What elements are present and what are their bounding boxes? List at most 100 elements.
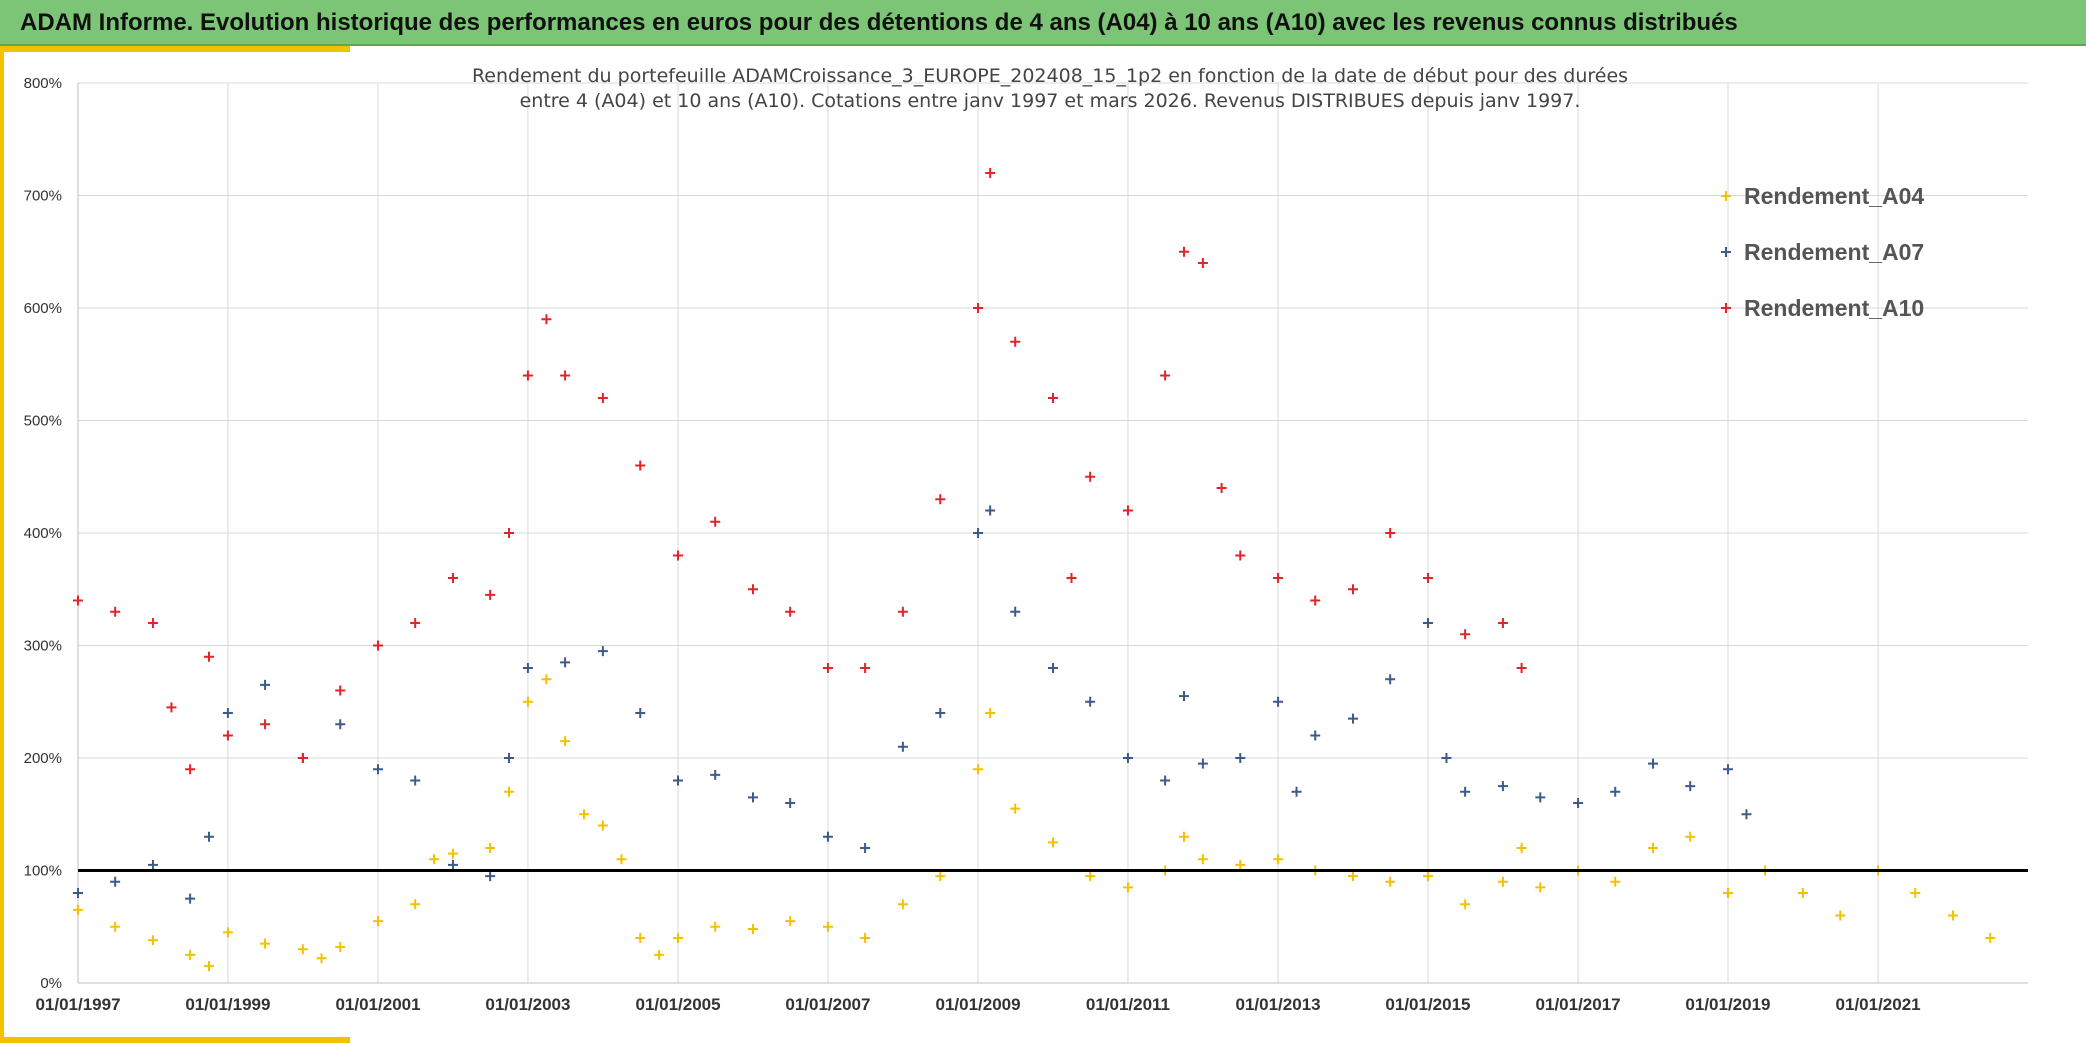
data-point-rendement_a04 (485, 843, 496, 853)
y-tick-label: 800% (24, 75, 62, 92)
data-point-rendement_a07 (73, 888, 83, 898)
x-tick-label: 01/01/2017 (1536, 995, 1621, 1014)
data-point-rendement_a07 (504, 753, 515, 763)
data-point-rendement_a07 (410, 775, 421, 786)
data-point-rendement_a04 (616, 854, 627, 865)
data-point-rendement_a04 (785, 916, 796, 927)
data-point-rendement_a04 (373, 916, 384, 927)
y-tick-label: 600% (24, 300, 62, 317)
data-point-rendement_a10 (73, 595, 83, 606)
data-point-rendement_a04 (1385, 876, 1396, 887)
data-point-rendement_a07 (597, 646, 608, 657)
x-tick-label: 01/01/2013 (1236, 995, 1321, 1014)
data-point-rendement_a04 (110, 921, 121, 932)
data-point-rendement_a10 (1197, 258, 1208, 268)
data-point-rendement_a07 (1741, 809, 1752, 820)
data-point-rendement_a07 (1385, 674, 1396, 685)
data-point-rendement_a10 (1066, 573, 1077, 583)
data-point-rendement_a07 (335, 719, 346, 730)
data-point-rendement_a04 (260, 938, 271, 949)
data-point-rendement_a07 (1197, 758, 1208, 769)
data-point-rendement_a04 (204, 961, 215, 972)
data-point-rendement_a10 (185, 764, 196, 775)
data-point-rendement_a04 (1722, 888, 1733, 898)
data-point-rendement_a04 (1610, 876, 1621, 887)
data-point-rendement_a10 (897, 606, 908, 617)
data-point-rendement_a04 (1535, 882, 1546, 893)
data-point-rendement_a07 (204, 831, 215, 842)
data-point-rendement_a07 (222, 708, 233, 718)
data-point-rendement_a07 (1422, 618, 1433, 628)
data-point-rendement_a04 (1010, 803, 1021, 814)
data-point-rendement_a10 (1235, 550, 1246, 561)
data-point-rendement_a04 (973, 764, 984, 775)
axis-ticks: 0% 100% 200% 300% 400% 500% 600% 700% 800% 01/01/… (24, 75, 1921, 1014)
data-point-rendement_a04 (597, 820, 608, 831)
x-tick-label: 01/01/2007 (785, 995, 870, 1014)
x-tick-label: 01/01/2001 (335, 995, 420, 1014)
data-point-rendement_a07 (1179, 691, 1190, 702)
data-point-rendement_a10 (1385, 528, 1396, 538)
data-point-rendement_a07 (110, 876, 121, 887)
data-point-rendement_a10 (1422, 573, 1433, 583)
data-point-rendement_a07 (1160, 775, 1171, 786)
data-point-rendement_a04 (1422, 871, 1433, 882)
data-point-rendement_a07 (985, 505, 996, 516)
data-point-rendement_a07 (1048, 663, 1058, 673)
data-point-rendement_a10 (822, 663, 833, 673)
x-tick-label: 01/01/2019 (1685, 995, 1770, 1014)
data-point-rendement_a04 (316, 953, 327, 964)
data-point-rendement_a10 (485, 589, 496, 600)
data-point-rendement_a07 (1535, 792, 1546, 803)
data-point-rendement_a07 (1273, 696, 1284, 707)
y-tick-label: 700% (24, 188, 62, 205)
data-point-rendement_a04 (1348, 871, 1359, 882)
data-point-rendement_a10 (1048, 393, 1058, 403)
data-point-rendement_a07 (147, 859, 158, 870)
data-point-rendement_a04 (1516, 843, 1527, 853)
data-point-rendement_a10 (635, 460, 646, 471)
data-point-rendement_a10 (147, 618, 158, 628)
data-point-rendement_a04 (1235, 859, 1246, 870)
data-point-rendement_a10 (110, 606, 121, 617)
data-point-rendement_a10 (504, 528, 515, 538)
data-point-rendement_a10 (522, 370, 533, 381)
data-point-rendement_a10 (297, 753, 308, 763)
data-point-rendement_a04 (335, 942, 346, 952)
x-tick-label: 01/01/2009 (936, 995, 1021, 1014)
data-point-rendement_a04 (1648, 843, 1659, 853)
data-point-rendement_a07 (897, 741, 908, 752)
data-point-rendement_a07 (1348, 713, 1359, 724)
data-point-rendement_a04 (673, 933, 684, 943)
y-tick-label: 400% (24, 525, 62, 542)
data-point-rendement_a04 (635, 933, 646, 943)
data-point-rendement_a07 (785, 798, 796, 808)
data-point-rendement_a10 (673, 550, 684, 561)
data-points (73, 168, 1996, 972)
data-point-rendement_a10 (1122, 505, 1133, 516)
data-point-rendement_a04 (1048, 837, 1058, 848)
data-point-rendement_a10 (1310, 595, 1321, 606)
data-point-rendement_a04 (1797, 888, 1808, 898)
data-point-rendement_a10 (985, 168, 996, 178)
x-tick-label: 01/01/2021 (1836, 995, 1921, 1014)
data-point-rendement_a04 (747, 924, 758, 934)
x-tick-label: 01/01/1999 (185, 995, 270, 1014)
data-point-rendement_a10 (1516, 663, 1527, 673)
data-point-rendement_a04 (897, 899, 908, 910)
data-point-rendement_a04 (147, 935, 158, 946)
data-point-rendement_a04 (822, 921, 833, 932)
data-point-rendement_a04 (1460, 899, 1471, 910)
data-point-rendement_a04 (985, 708, 996, 718)
data-point-rendement_a10 (1348, 584, 1359, 595)
data-point-rendement_a04 (860, 933, 871, 943)
data-point-rendement_a10 (935, 494, 946, 505)
data-point-rendement_a04 (297, 944, 308, 955)
data-point-rendement_a07 (560, 657, 571, 668)
data-point-rendement_a07 (1722, 764, 1733, 775)
data-point-rendement_a07 (1648, 758, 1659, 769)
data-point-rendement_a07 (373, 764, 384, 775)
data-point-rendement_a04 (1085, 871, 1096, 882)
data-point-rendement_a07 (185, 893, 196, 904)
